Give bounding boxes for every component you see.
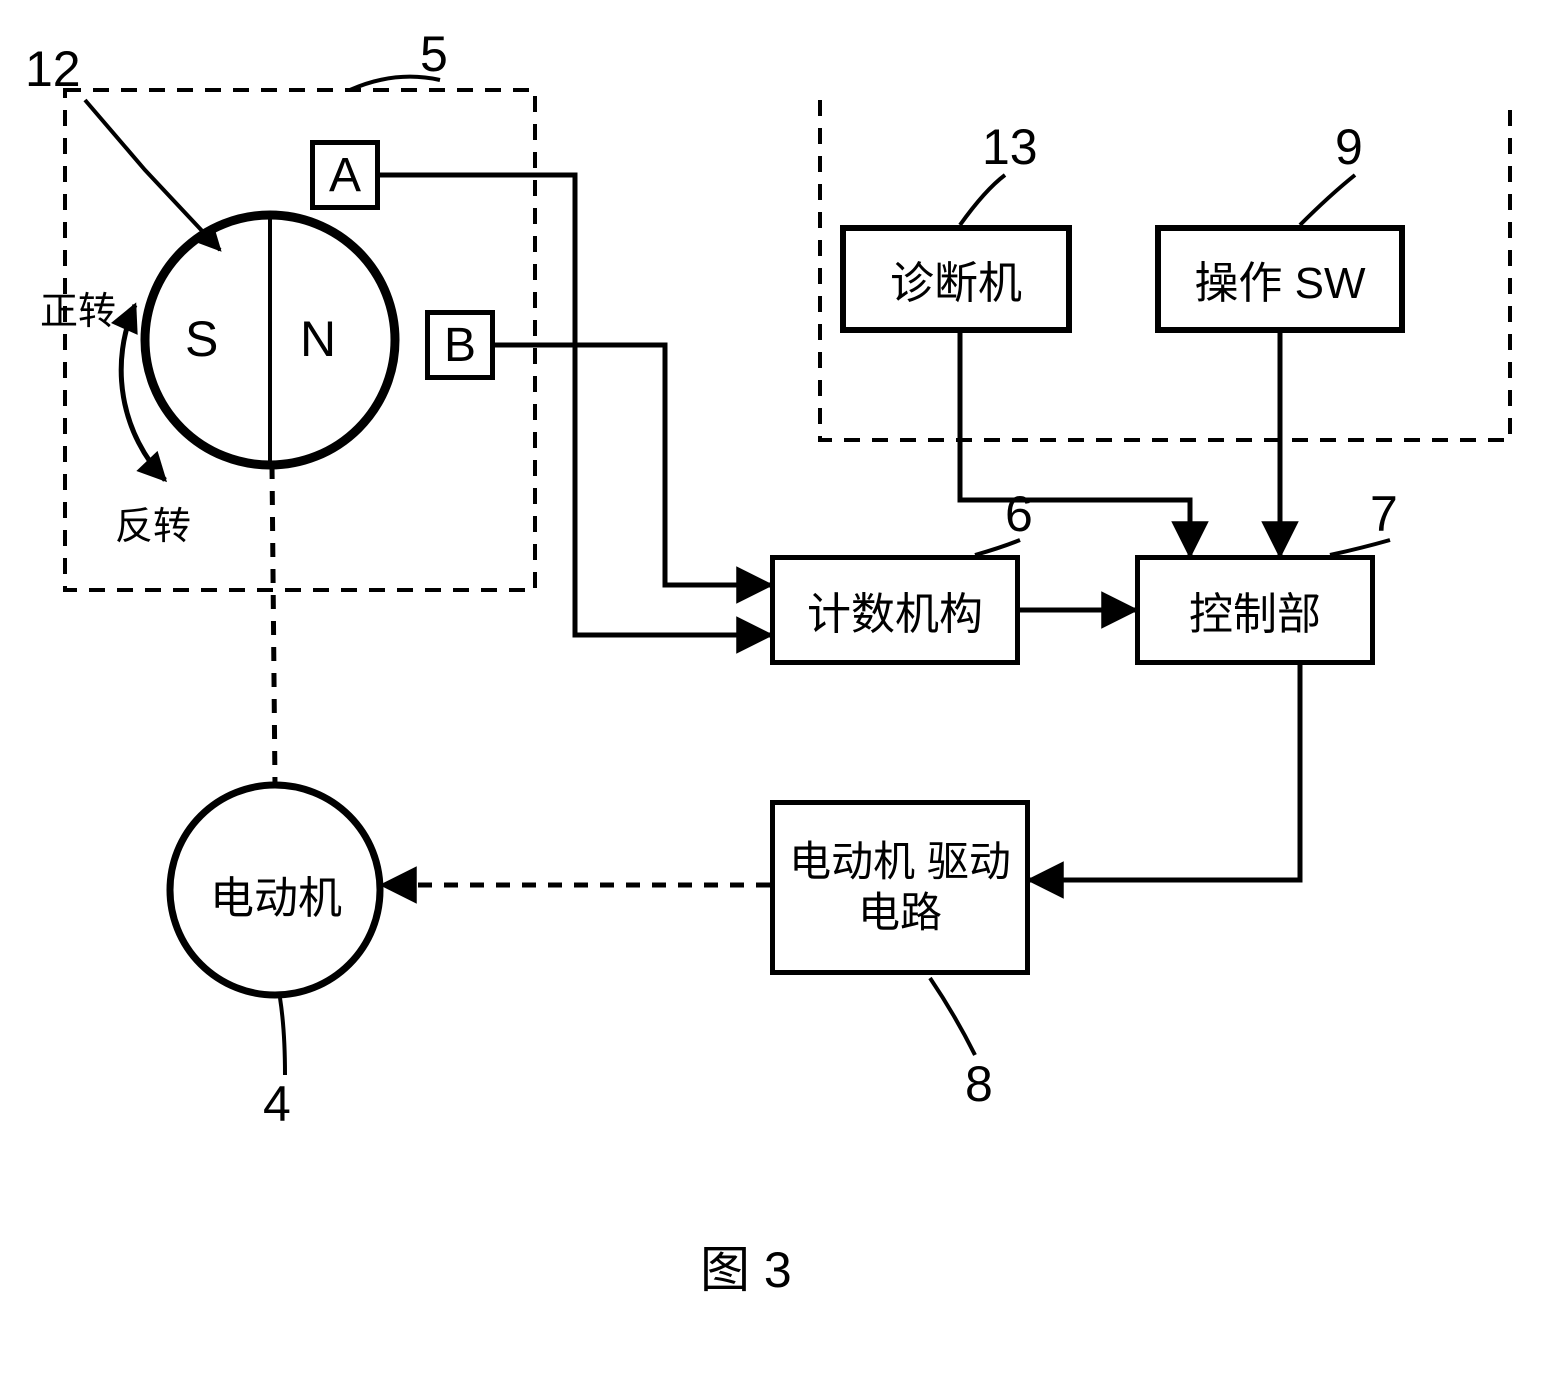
rotation-arc [121,305,165,480]
ref-5: 5 [420,25,448,83]
ref-7: 7 [1370,485,1398,543]
wire-a [380,175,770,635]
sensor-b-box: B [425,310,495,380]
counter-label: 计数机构 [807,578,983,642]
ref-9: 9 [1335,118,1363,176]
wire-controller-drive [1030,665,1300,880]
diag-machine-box: 诊断机 [840,225,1072,333]
figure-label: 图 3 [700,1230,792,1302]
rotor-circle [145,215,395,465]
diag-machine-label: 诊断机 [890,247,1022,311]
sensor-a-label: A [329,148,361,203]
lead-4 [280,998,285,1075]
lead-9 [1300,175,1355,225]
sensor-b-label: B [444,318,476,373]
ref-13: 13 [982,118,1038,176]
motor-drive-label: 电动机 驱动电路 [775,837,1025,938]
counter-box: 计数机构 [770,555,1020,665]
rotor-s-label: S [185,310,218,368]
lead-12 [85,100,220,250]
controller-box: 控制部 [1135,555,1375,665]
motor-drive-box: 电动机 驱动电路 [770,800,1030,975]
ref-4: 4 [263,1075,291,1133]
ref-8: 8 [965,1055,993,1113]
lead-13 [960,175,1005,225]
ref-12: 12 [25,40,81,98]
controller-label: 控制部 [1189,578,1321,642]
op-sw-box: 操作 SW [1155,225,1405,333]
lead-8 [930,978,975,1055]
rotor-n-label: N [300,310,336,368]
op-sw-label: 操作 SW [1194,247,1365,311]
sensor-a-box: A [310,140,380,210]
ref-6: 6 [1005,485,1033,543]
wire-b [495,345,770,585]
wiring-overlay [0,0,1541,1395]
shaft [272,465,275,785]
motor-label: 电动机 [210,862,342,926]
reverse-label: 反转 [115,495,191,550]
forward-label: 正转 [40,280,116,335]
wire-diag-controller [960,333,1190,555]
